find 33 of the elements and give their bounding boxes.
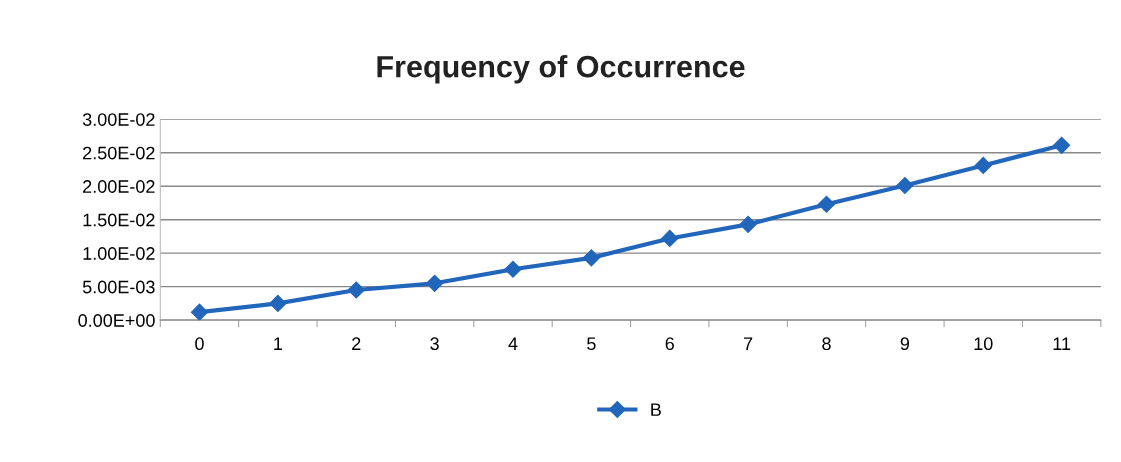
x-tick-label: 2 [352, 337, 361, 350]
point [269, 294, 287, 312]
y-tick-label: 2.00E-02 [83, 180, 155, 193]
x-tick-label: 4 [508, 337, 518, 350]
point [661, 229, 679, 247]
point [504, 260, 522, 278]
x-tick-label: 5 [587, 337, 596, 351]
y-tick-label: 1.50E-02 [83, 213, 155, 227]
x-tick-label: 11 [1053, 337, 1071, 350]
x-tick-label: 1 [274, 337, 283, 350]
y-tick-label: 1.00E-02 [83, 247, 155, 260]
y-tick-label: 2.50E-02 [83, 146, 155, 160]
point [896, 176, 914, 195]
point [347, 281, 365, 299]
x-tick-label: 8 [822, 337, 831, 351]
legend-label: B [651, 403, 661, 416]
x-tick-label: 0 [195, 337, 204, 351]
x-tick-label: 7 [744, 337, 753, 350]
point [582, 249, 600, 267]
x-tick-label: 10 [974, 337, 993, 351]
point [1053, 136, 1071, 154]
y-tick-label: 5.00E-03 [82, 280, 155, 294]
y-tick-label: 3.00E-02 [82, 113, 155, 126]
point [190, 303, 209, 321]
x-tick-label: 3 [430, 337, 439, 351]
point [739, 215, 757, 233]
y-tick-label: 0.00E+00 [78, 314, 155, 327]
point [426, 274, 444, 292]
x-tick-label: 6 [665, 337, 674, 351]
x-tick-label: 9 [900, 337, 910, 351]
point [817, 195, 836, 213]
chart-title: Frequency of Occurrence [377, 55, 745, 84]
point [974, 156, 992, 174]
